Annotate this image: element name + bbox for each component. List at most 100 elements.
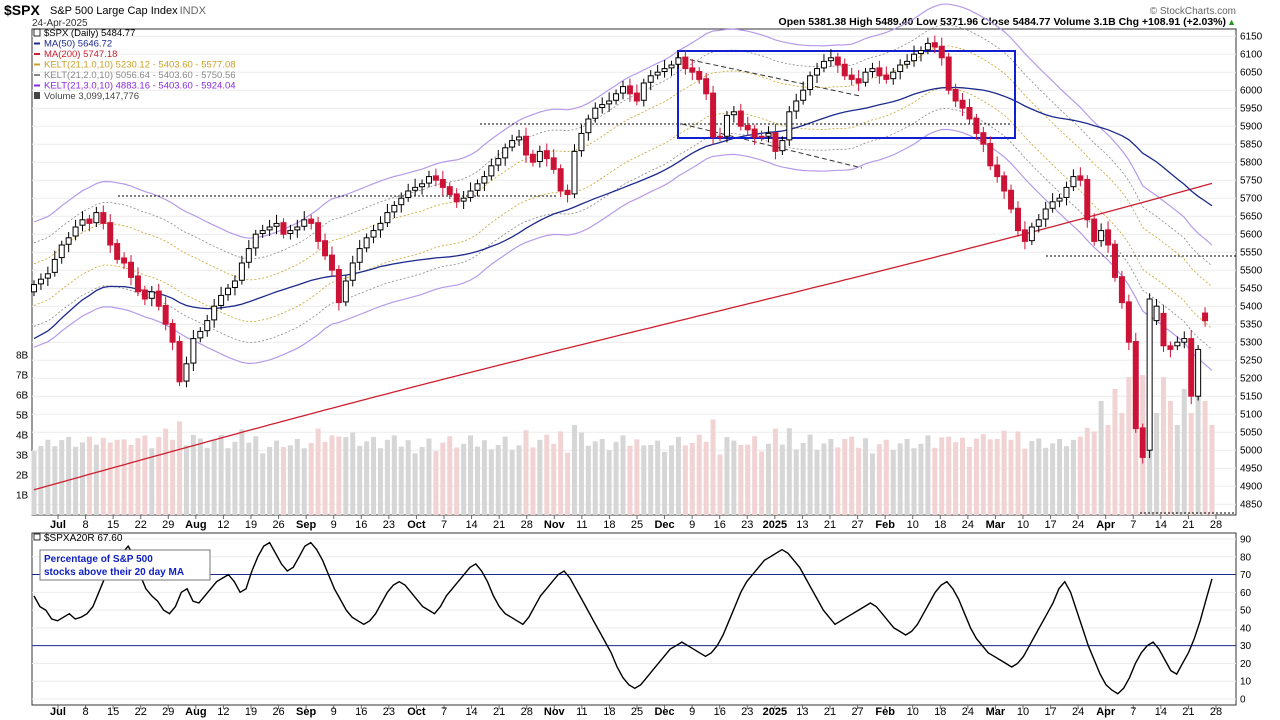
volume-bar <box>544 434 550 515</box>
candle-body <box>322 240 329 257</box>
ma200-line <box>33 182 1213 491</box>
breadth-line <box>33 541 1213 695</box>
volume-bar <box>807 434 813 515</box>
volume-bar <box>710 419 716 515</box>
volume-bar <box>135 438 141 515</box>
volume-bar <box>343 437 349 515</box>
candle-body <box>592 107 599 119</box>
candle-body <box>1105 229 1112 246</box>
candle-body <box>1195 348 1202 397</box>
candle-body <box>342 280 349 303</box>
candle-body <box>370 230 377 238</box>
volume-bar <box>294 439 300 515</box>
price-tick-label: 5250 <box>1240 356 1263 367</box>
volume-bar <box>863 438 869 515</box>
candle-body <box>536 150 543 162</box>
date-tick-label: 28 <box>1210 519 1222 531</box>
candle-body <box>315 222 322 242</box>
candle-body <box>308 218 315 224</box>
candle-body <box>107 222 114 246</box>
volume-bar <box>1195 377 1201 515</box>
candle-body <box>467 190 474 198</box>
volume-bar <box>911 448 917 515</box>
candle-body <box>384 212 391 224</box>
price-tick-label: 4850 <box>1240 500 1263 511</box>
date-tick-label: Dec <box>654 519 674 531</box>
volume-bar <box>828 439 834 515</box>
date-tick-label: 27 <box>851 706 863 718</box>
candle-body <box>1035 219 1042 227</box>
candle-body <box>44 273 51 279</box>
candle-body <box>1188 338 1195 397</box>
date-tick-label: 12 <box>217 706 229 718</box>
candle-body <box>876 67 883 77</box>
volume-bar <box>551 443 557 515</box>
candle-body <box>1077 175 1084 181</box>
volume-bar <box>86 436 92 515</box>
volume-bar <box>1015 431 1021 515</box>
volume-bar <box>426 438 432 515</box>
candle-body <box>363 237 370 249</box>
price-candles <box>31 35 1209 464</box>
volume-bar <box>876 444 882 515</box>
date-tick-label: Sep <box>296 519 316 531</box>
price-tick-label: 5650 <box>1240 212 1263 223</box>
breadth-tick-label: 60 <box>1240 588 1252 599</box>
breadth-tick-label: 10 <box>1240 677 1252 688</box>
candle-body <box>204 320 211 332</box>
date-tick-label: 21 <box>824 519 836 531</box>
candle-body <box>412 186 419 191</box>
legend-entry: KELT(21,3.0,10) 4883.16 - 5403.60 - 5924… <box>44 81 236 92</box>
candle-body <box>121 257 128 264</box>
date-tick-label: 26 <box>272 519 284 531</box>
candle-body <box>328 254 335 271</box>
volume-bar <box>1084 427 1090 515</box>
index-name: S&P 500 Large Cap Index INDX <box>50 5 207 17</box>
date-tick-label: 7 <box>1130 706 1136 718</box>
candle-body <box>585 118 592 134</box>
volume-bar <box>1098 401 1104 515</box>
date-tick-label: Dec <box>654 706 674 718</box>
price-up-arrow: ▲ <box>1227 17 1236 27</box>
volume-bar <box>267 447 273 515</box>
date-tick-label: 12 <box>217 519 229 531</box>
date-tick-label: Aug <box>185 706 206 718</box>
volume-bar <box>1105 425 1111 515</box>
volume-bar <box>966 447 972 515</box>
candle-body <box>543 150 550 160</box>
date-tick-label: Nov <box>544 519 566 531</box>
legend-swatch <box>34 92 40 99</box>
date-tick-label: 19 <box>245 706 257 718</box>
volume-bar <box>516 445 522 515</box>
volume-bar <box>890 449 896 515</box>
volume-bar <box>357 445 363 515</box>
volume-bar <box>80 442 86 515</box>
volume-bar <box>759 451 765 515</box>
date-tick-label: 24 <box>962 519 974 531</box>
volume-bar <box>315 428 321 515</box>
volume-bar <box>689 443 695 515</box>
volume-bar <box>454 447 460 515</box>
volume-bar <box>1050 443 1056 515</box>
candle-body <box>689 67 696 73</box>
candle-body <box>717 135 724 138</box>
volume-bar <box>724 437 730 515</box>
volume-bar <box>1209 425 1215 515</box>
price-tick-label: 5350 <box>1240 320 1263 331</box>
volume-bar <box>1119 413 1125 515</box>
price-tick-label: 5000 <box>1240 446 1263 457</box>
legend-entry: $SPX (Daily) 5484.77 <box>44 28 135 39</box>
breadth-tick-label: 80 <box>1240 552 1252 563</box>
volume-bar <box>350 432 356 515</box>
candle-body <box>169 322 176 343</box>
candle-body <box>495 158 502 166</box>
volume-bar <box>669 445 675 515</box>
price-tick-label: 6100 <box>1240 50 1263 61</box>
breadth-tick-label: 20 <box>1240 659 1252 670</box>
volume-bar <box>364 441 370 515</box>
candle-body <box>86 218 93 224</box>
date-tick-label: Feb <box>875 519 895 531</box>
volume-bar <box>211 439 217 515</box>
candle-body <box>1091 218 1098 242</box>
volume-bar <box>1070 439 1076 515</box>
